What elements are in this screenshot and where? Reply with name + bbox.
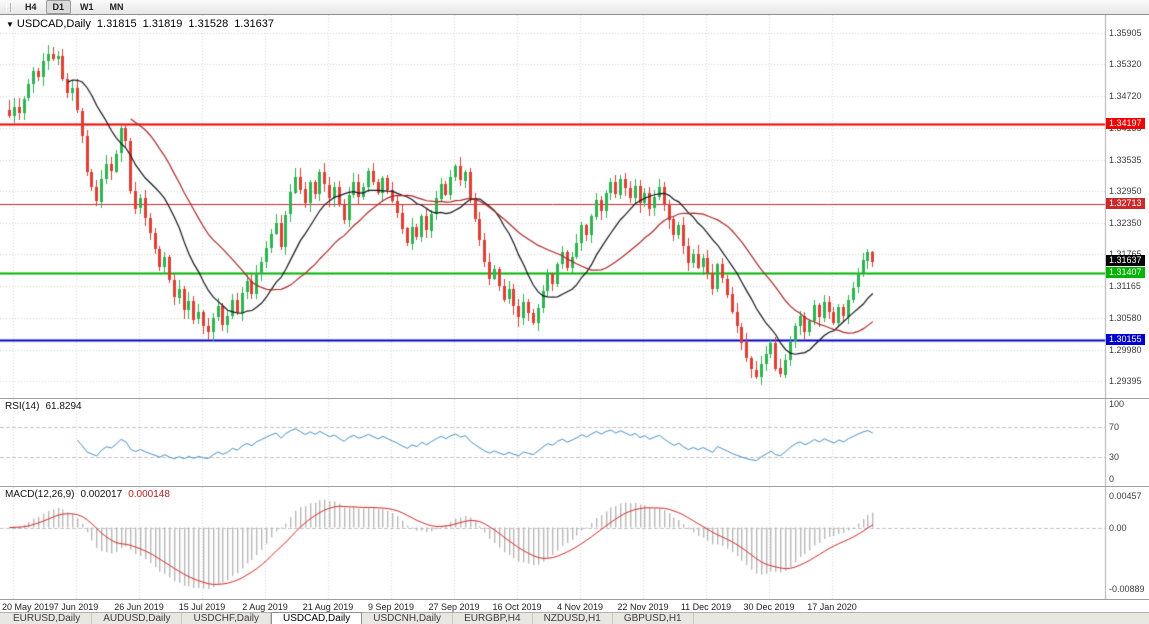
price-axis-tick: 1.29395 bbox=[1109, 376, 1142, 386]
macd-signal-value: 0.000148 bbox=[128, 489, 170, 500]
macd-axis-tick: -0.00889 bbox=[1109, 584, 1145, 594]
rsi-axis-tick: 0 bbox=[1109, 474, 1115, 484]
hline-price-tag: 1.30155 bbox=[1106, 334, 1145, 345]
ohlc-high: 1.31819 bbox=[142, 18, 183, 30]
timeframe-button-h4[interactable]: H4 bbox=[25, 2, 37, 12]
price-axis-tick: 1.34720 bbox=[1109, 91, 1142, 101]
chart-tab-usdcnh-daily[interactable]: USDCNH,Daily bbox=[362, 613, 454, 624]
hline-price-tag: 1.34197 bbox=[1106, 118, 1145, 129]
macd-name: MACD(12,26,9) bbox=[5, 489, 75, 500]
timeframe-button-w1[interactable]: W1 bbox=[80, 2, 94, 12]
chart-tab-usdchf-daily[interactable]: USDCHF,Daily bbox=[182, 613, 272, 624]
chart-menu-icon[interactable]: ▼ bbox=[6, 20, 14, 29]
price-axis-tick: 1.31765 bbox=[1109, 249, 1142, 259]
chart-tab-eurusd-daily[interactable]: EURUSD,Daily bbox=[2, 613, 93, 624]
macd-indicator-panel: MACD(12,26,9) 0.002017 0.000148 0.00457 0.0… bbox=[0, 486, 1149, 599]
time-axis-label: 9 Sep 2019 bbox=[367, 602, 415, 612]
time-axis-label: 7 Jun 2019 bbox=[53, 602, 99, 612]
timeframe-buttons: H4 D1 W1 MN bbox=[18, 0, 131, 14]
time-axis-label: 30 Dec 2019 bbox=[743, 602, 795, 612]
hline-price-tag: 1.31407 bbox=[1106, 267, 1145, 278]
time-axis-label: 2 Aug 2019 bbox=[242, 602, 288, 612]
price-axis-tick: 1.32350 bbox=[1109, 218, 1142, 228]
rsi-label: RSI(14) 61.8294 bbox=[5, 401, 82, 412]
time-axis[interactable]: 20 May 2019 7 Jun 2019 26 Jun 2019 15 Jul 2… bbox=[0, 599, 1149, 612]
macd-chart-canvas[interactable] bbox=[0, 487, 1149, 599]
macd-axis-tick: 0.00 bbox=[1109, 523, 1127, 533]
price-chart-panel: ▼ USDCAD,Daily 1.31815 1.31819 1.31528 1.3163… bbox=[0, 15, 1149, 398]
time-axis-label: 16 Oct 2019 bbox=[492, 602, 542, 612]
toolbar-grip-icon bbox=[6, 2, 11, 12]
rsi-name: RSI(14) bbox=[5, 401, 40, 412]
time-axis-label: 27 Sep 2019 bbox=[428, 602, 480, 612]
timeframe-toolbar: H4 D1 W1 MN bbox=[0, 0, 1149, 15]
price-chart-canvas[interactable] bbox=[0, 15, 1149, 398]
rsi-indicator-panel: RSI(14) 61.8294 100 70 30 0 bbox=[0, 398, 1149, 486]
chart-tab-bar: EURUSD,Daily AUDUSD,Daily USDCHF,Daily USDC… bbox=[0, 612, 1149, 624]
ohlc-close: 1.31637 bbox=[234, 18, 274, 30]
ohlc-low: 1.31528 bbox=[188, 18, 229, 30]
hline-price-tag: 1.32713 bbox=[1106, 198, 1145, 209]
macd-axis-tick: 0.00457 bbox=[1109, 491, 1142, 501]
price-axis-tick: 1.35320 bbox=[1109, 59, 1142, 69]
rsi-axis-tick: 70 bbox=[1109, 422, 1120, 432]
price-axis-tick: 1.29980 bbox=[1109, 345, 1142, 355]
price-axis-tick: 1.30580 bbox=[1109, 313, 1142, 323]
price-axis-tick: 1.31165 bbox=[1109, 281, 1141, 291]
chart-symbol-label: USDCAD,Daily bbox=[16, 18, 91, 30]
price-axis-tick: 1.32950 bbox=[1109, 186, 1142, 196]
ohlc-open: 1.31815 bbox=[96, 18, 137, 30]
rsi-axis-tick: 100 bbox=[1109, 399, 1125, 409]
price-axis-tick: 1.33535 bbox=[1109, 155, 1142, 165]
time-axis-label: 11 Dec 2019 bbox=[680, 602, 732, 612]
chart-tab-eurgbp-h4[interactable]: EURGBP,H4 bbox=[453, 613, 533, 624]
price-axis-tick: 1.35905 bbox=[1109, 28, 1142, 38]
chart-tab-gbpusd-h1[interactable]: GBPUSD,H1 bbox=[613, 613, 694, 624]
chart-tab-usdcad-daily[interactable]: USDCAD,Daily bbox=[271, 612, 363, 624]
timeframe-button-mn[interactable]: MN bbox=[109, 2, 124, 12]
time-axis-label: 15 Jul 2019 bbox=[178, 602, 226, 612]
time-axis-label: 26 Jun 2019 bbox=[114, 602, 164, 612]
time-axis-label: 4 Nov 2019 bbox=[556, 602, 604, 612]
rsi-value: 61.8294 bbox=[45, 401, 82, 412]
current-price-tag: 1.31637 bbox=[1106, 255, 1145, 266]
chart-title: ▼ USDCAD,Daily 1.31815 1.31819 1.31528 1.3163… bbox=[6, 18, 274, 30]
chart-tab-nzdusd-h1[interactable]: NZDUSD,H1 bbox=[533, 613, 613, 624]
rsi-chart-canvas[interactable] bbox=[0, 399, 1149, 486]
time-axis-label: 17 Jan 2020 bbox=[807, 602, 857, 612]
timeframe-button-d1[interactable]: D1 bbox=[45, 0, 72, 14]
chart-tab-audusd-daily[interactable]: AUDUSD,Daily bbox=[92, 613, 183, 624]
rsi-axis-tick: 30 bbox=[1109, 452, 1120, 462]
macd-main-value: 0.002017 bbox=[80, 489, 123, 500]
time-axis-label: 22 Nov 2019 bbox=[617, 602, 669, 612]
time-axis-label: 20 May 2019 bbox=[2, 602, 55, 612]
time-axis-label: 21 Aug 2019 bbox=[302, 602, 354, 612]
macd-label: MACD(12,26,9) 0.002017 0.000148 bbox=[5, 489, 170, 500]
